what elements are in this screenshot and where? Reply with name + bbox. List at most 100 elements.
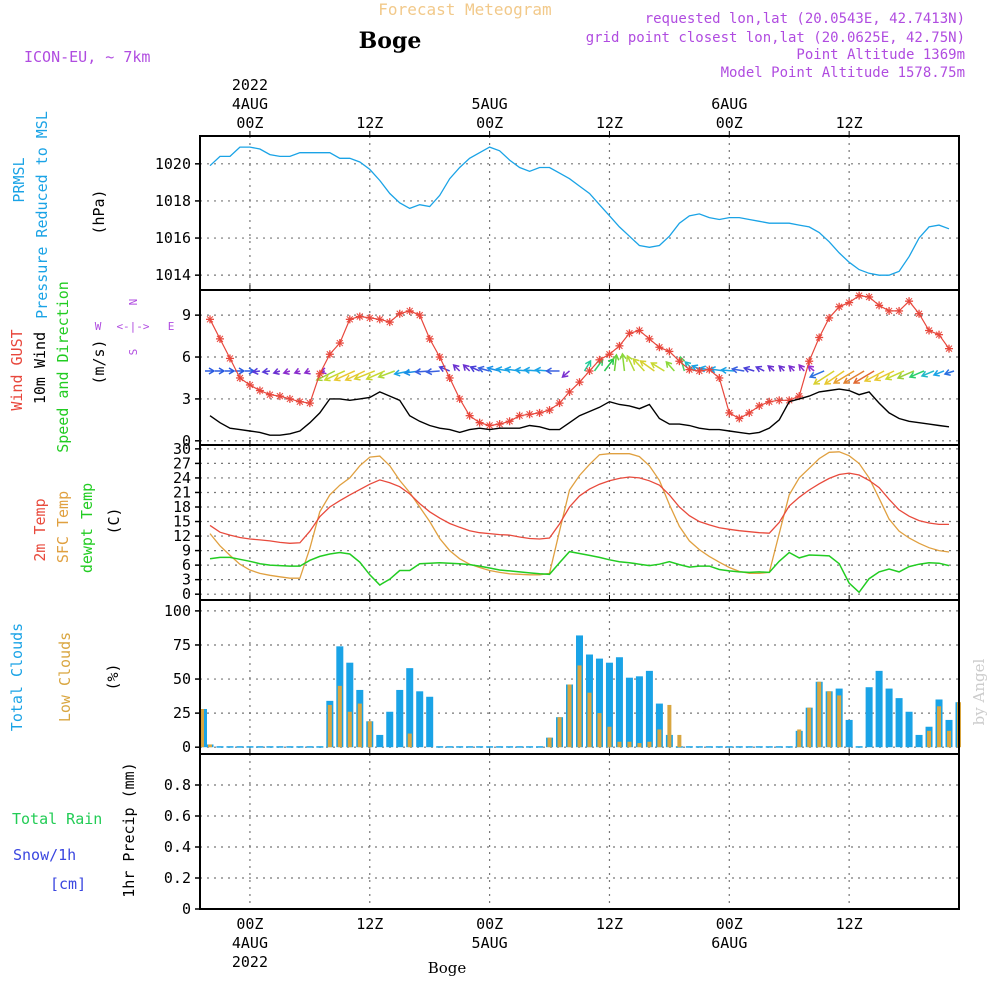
gust-marker-d2 [895,307,903,315]
wind-arrow-head [545,367,552,375]
wind-direction-arrow [583,359,592,372]
wind-arrow-head [365,373,373,381]
y-tick-label: 0.6 [164,807,191,825]
wind-direction-arrow [344,370,366,382]
low-clouds-bar [637,743,642,748]
wind-arrow-shaft [874,370,895,381]
wind-direction-arrow [807,365,815,372]
wind-arrow-head [534,366,542,374]
wind-arrow-head [639,360,647,367]
gust-marker [585,366,594,375]
wind-direction-arrow [204,367,216,375]
wind-arrow-head [788,364,796,372]
model-point-altitude: Model Point Altitude 1578.75m [721,65,965,81]
gust-marker-d2 [705,366,713,373]
gust-marker [275,392,284,401]
wind-arrow-shaft [650,362,665,372]
gust-marker-d2 [596,356,603,364]
wind-direction-arrow [896,370,915,380]
gust-marker-d2 [406,307,414,315]
wind-dir-label: Speed and Direction [54,281,72,453]
wind-direction-arrow [282,368,291,375]
wind-direction-arrow [626,354,636,372]
gust-marker-d2 [905,297,913,305]
gust-marker-d2 [206,315,214,323]
low-clouds-bar [207,744,212,748]
gust-marker-d2 [426,335,434,343]
wind-direction-arrow [873,370,895,382]
wind-arrow-head [514,366,522,374]
y-tick-label: 0 [182,738,191,756]
wind-direction-arrow [788,364,796,372]
wind-arrow-shaft [562,370,571,378]
top-time-label: 12Z [836,114,863,132]
wind-direction-arrow [619,352,627,372]
wind-direction-arrow [377,370,396,379]
total-clouds-bar [276,746,284,748]
wind-direction-arrow [808,370,825,379]
gust-marker [815,333,824,342]
gust-marker-d2 [246,381,254,389]
gust-marker-d2 [815,334,823,341]
low-clouds-bar [667,704,672,748]
wind-direction-arrow [778,364,786,372]
gust-marker-d2 [546,406,553,414]
total-clouds-bar [775,746,783,748]
wind-arrow-head [504,366,512,374]
wind-arrow-head [523,366,531,374]
total-clouds-bar [915,734,923,748]
rain-label: Total Rain [12,810,102,828]
total-clouds-bar [885,688,893,748]
wind-direction-arrow [224,367,236,375]
wind-direction-arrow [884,370,905,381]
wind-arrow-shaft [334,370,356,381]
y-tick-label: 18 [173,498,191,516]
gust-marker-d2 [646,335,653,343]
top-time-label: 4AUG [232,95,268,113]
wind-direction-arrow [812,370,835,385]
gust-marker [805,357,814,366]
gust-marker [675,357,684,366]
wind-arrow-head [626,354,633,362]
gust-marker-d2 [366,314,374,322]
total-clouds-bar [496,746,504,748]
wind-arrow-head [612,353,620,361]
low-clouds-bar [677,734,682,748]
gust-marker-d2 [456,395,464,403]
bottom-time-label: 00Z [236,915,263,933]
total-clouds-bar [695,746,703,748]
gust-marker-d2 [286,395,294,403]
y-tick-label: 0.4 [164,838,191,856]
gust-marker [685,365,694,374]
wind-arrow-head [414,368,422,376]
temp-unit: (C) [105,507,123,534]
top-time-label: 2022 [232,76,268,94]
gust-marker [875,301,884,310]
gust-marker-d2 [526,410,533,418]
low-clouds-bar [567,684,572,748]
low-clouds-bar [657,729,662,748]
total-clouds-bar [635,676,643,748]
wind-arrow-head [403,368,411,376]
wind-direction-arrow [842,370,865,384]
total-clouds-bar [755,746,763,748]
gust-marker [505,417,514,426]
pressure-label-msl: Pressure Reduced to MSL [33,111,51,319]
wind-direction-arrow [719,366,735,374]
low-clouds-bar [557,717,562,748]
total-clouds-bar [625,677,633,748]
bottom-time-label: 12Z [836,915,863,933]
gust-marker [725,408,734,417]
total-clouds-bar [346,662,354,748]
gust-marker-d2 [735,415,743,422]
bottom-time-label: 12Z [356,915,383,933]
gust-marker [655,343,664,352]
wind-arrow-head [333,374,341,382]
temp-dewpt-label: dewpt Temp [78,483,96,573]
gust-marker-d2 [316,370,324,378]
wind-y-axis: 0 3 6 9 [182,306,200,450]
gust-marker-d2 [516,412,523,420]
total-clouds-bar [386,711,394,748]
